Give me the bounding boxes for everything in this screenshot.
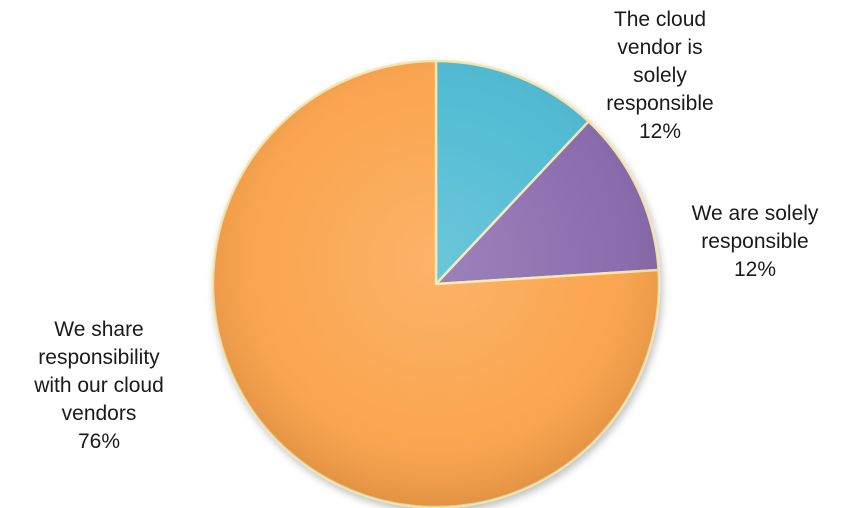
slice-percent: 76%: [77, 430, 121, 453]
slice-label-line: vendor is: [617, 36, 703, 59]
slice-label-line: We are solely: [691, 202, 819, 225]
slice-percent: 12%: [638, 120, 682, 143]
slice-label-line: responsible: [701, 230, 809, 253]
slice-label-we-solely: We are solely responsible 12%: [660, 200, 850, 284]
slice-label-line: solely: [633, 64, 687, 87]
slice-label-line: responsibility: [38, 346, 160, 369]
slice-label-line: The cloud: [613, 8, 707, 31]
slice-label-cloud-vendor: The cloud vendor is solely responsible 1…: [560, 6, 760, 146]
slice-label-line: vendors: [61, 402, 137, 425]
slice-label-shared: We share responsibility with our cloud v…: [0, 316, 198, 456]
slice-label-line: responsible: [606, 92, 714, 115]
slice-label-line: We share: [54, 318, 144, 341]
slice-label-line: with our cloud: [34, 374, 164, 397]
slice-percent: 12%: [733, 258, 777, 281]
